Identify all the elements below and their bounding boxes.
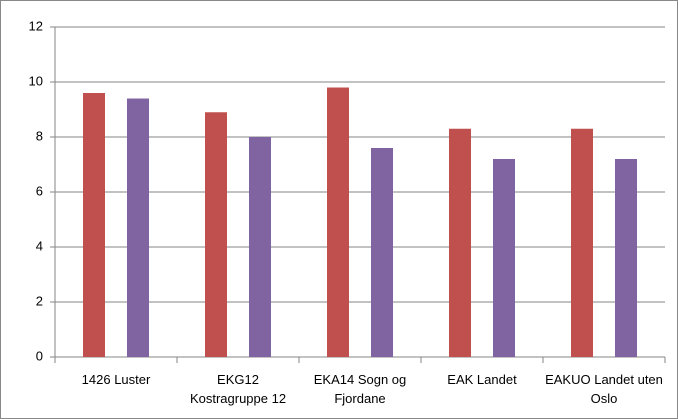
y-tick-label: 4 xyxy=(36,238,43,253)
bar xyxy=(371,148,393,357)
bar xyxy=(83,93,105,357)
bar xyxy=(493,159,515,357)
y-tick-label: 10 xyxy=(29,73,43,88)
y-tick-label: 12 xyxy=(29,18,43,33)
bar xyxy=(615,159,637,357)
x-tick-label: 1426 Luster xyxy=(81,372,151,387)
y-tick-label: 2 xyxy=(36,293,43,308)
x-tick-label: EKA14 Sogn og Fjordane xyxy=(313,372,407,406)
bar xyxy=(449,128,471,357)
y-tick-label: 8 xyxy=(36,128,43,143)
y-tick-label: 0 xyxy=(36,348,43,363)
bar xyxy=(127,98,149,357)
x-tick-label: EAKUO Landet uten Oslo xyxy=(545,372,663,406)
bar xyxy=(571,128,593,357)
x-tick-label: EKG12 Kostragruppe 12 xyxy=(189,372,287,406)
bar xyxy=(327,87,349,357)
bar xyxy=(205,112,227,357)
y-tick-label: 6 xyxy=(36,183,43,198)
bar xyxy=(249,137,271,357)
x-tick-label: EAK Landet xyxy=(447,372,517,387)
